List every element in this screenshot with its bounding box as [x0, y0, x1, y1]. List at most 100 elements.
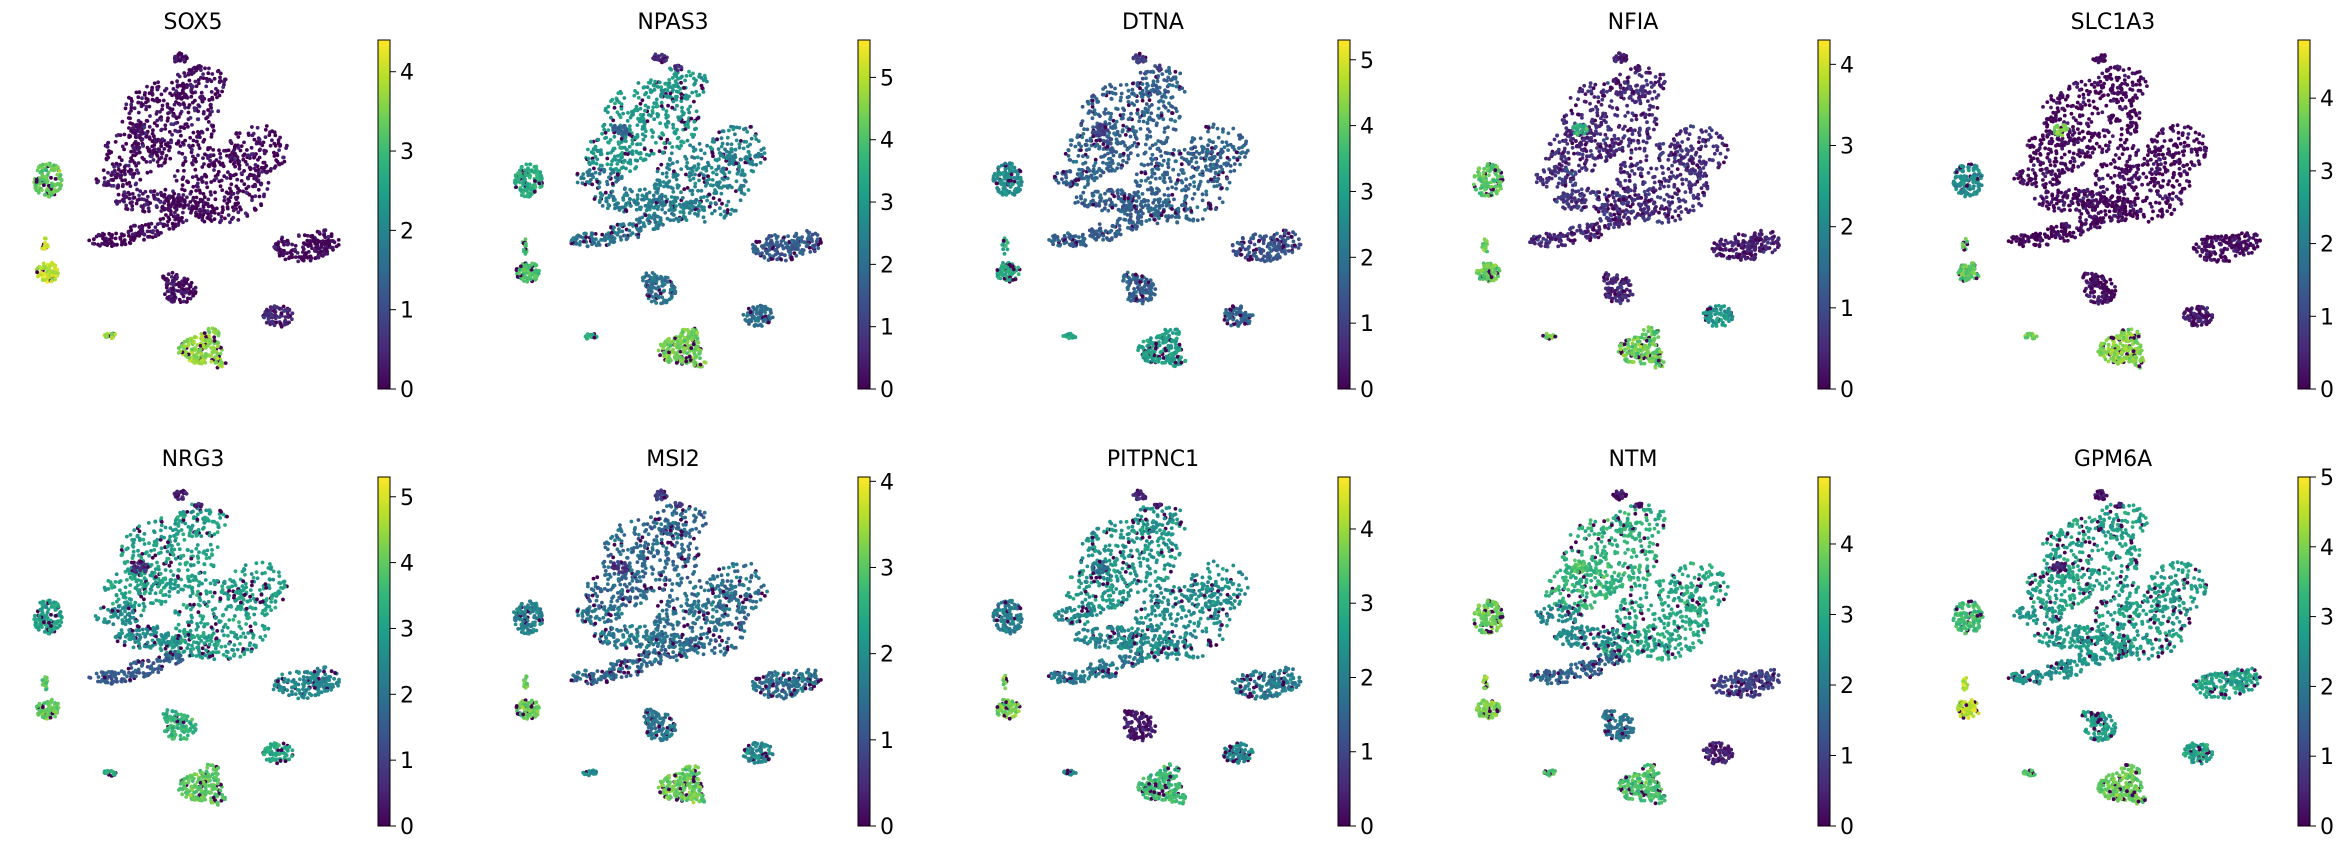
point [673, 83, 677, 87]
point [171, 286, 175, 290]
point [177, 141, 181, 145]
point [704, 184, 708, 188]
point [128, 197, 132, 201]
point [42, 262, 46, 266]
point [219, 184, 223, 188]
point [643, 109, 647, 113]
point [176, 169, 180, 173]
point [192, 131, 196, 135]
point [241, 154, 245, 158]
point [40, 188, 44, 192]
point [612, 147, 616, 151]
point [682, 86, 686, 90]
point [117, 173, 121, 177]
point [187, 287, 191, 291]
point [147, 209, 151, 213]
point [182, 295, 186, 299]
point [283, 323, 287, 327]
point [666, 104, 670, 108]
point [213, 330, 217, 334]
point [178, 298, 182, 302]
point [651, 105, 655, 109]
point [181, 175, 185, 179]
point [711, 171, 715, 175]
point [294, 244, 298, 248]
point [229, 176, 233, 180]
point [649, 90, 653, 94]
point [130, 200, 134, 204]
point [156, 154, 160, 158]
point [592, 147, 596, 151]
point [133, 142, 137, 146]
point [102, 233, 106, 237]
point [668, 141, 672, 145]
point [170, 295, 174, 299]
point [660, 101, 664, 105]
point [675, 95, 679, 99]
point [132, 224, 136, 228]
point [616, 91, 620, 95]
point [220, 215, 224, 219]
point [271, 321, 275, 325]
point [651, 111, 655, 115]
point [119, 133, 123, 137]
point [665, 175, 669, 179]
point [127, 135, 131, 139]
point [325, 248, 329, 252]
point [613, 155, 617, 159]
point [671, 126, 675, 130]
point [256, 126, 260, 130]
point [201, 72, 205, 76]
point [192, 292, 196, 296]
point [44, 237, 48, 241]
point [282, 252, 286, 256]
point [210, 360, 214, 364]
cluster-7 [272, 228, 340, 263]
point [148, 125, 152, 129]
point [277, 141, 281, 145]
point [294, 255, 298, 259]
point [238, 167, 242, 171]
point [188, 83, 192, 87]
point [136, 171, 140, 175]
umap-gene-expression-chart: SOX501234NPAS3012345DTNA012345NFIA01234S… [0, 0, 2344, 854]
point [171, 108, 175, 112]
point [720, 192, 724, 196]
point [183, 340, 187, 344]
point [229, 182, 233, 186]
point [658, 121, 662, 125]
point [656, 104, 660, 108]
point [659, 163, 663, 167]
point [107, 232, 111, 236]
point [124, 204, 128, 208]
point [198, 135, 202, 139]
point [211, 345, 215, 349]
point [130, 99, 134, 103]
point [656, 170, 660, 174]
point [174, 121, 178, 125]
panel-title: SOX5 [164, 10, 223, 35]
point [187, 111, 191, 115]
point [331, 246, 335, 250]
point [286, 239, 290, 243]
point [592, 160, 596, 164]
point [726, 136, 730, 140]
point [706, 161, 710, 165]
point [117, 193, 121, 197]
colorbar-tick-label: 4 [400, 61, 414, 86]
point [626, 119, 630, 123]
point [253, 207, 257, 211]
point [215, 352, 219, 356]
point [296, 260, 300, 264]
point [264, 171, 268, 175]
point [219, 219, 223, 223]
point [683, 79, 687, 83]
point [663, 146, 667, 150]
point [266, 187, 270, 191]
point [698, 73, 702, 77]
point [615, 162, 619, 166]
point [163, 223, 167, 227]
point [145, 199, 149, 203]
point [139, 225, 143, 229]
point [212, 335, 216, 339]
